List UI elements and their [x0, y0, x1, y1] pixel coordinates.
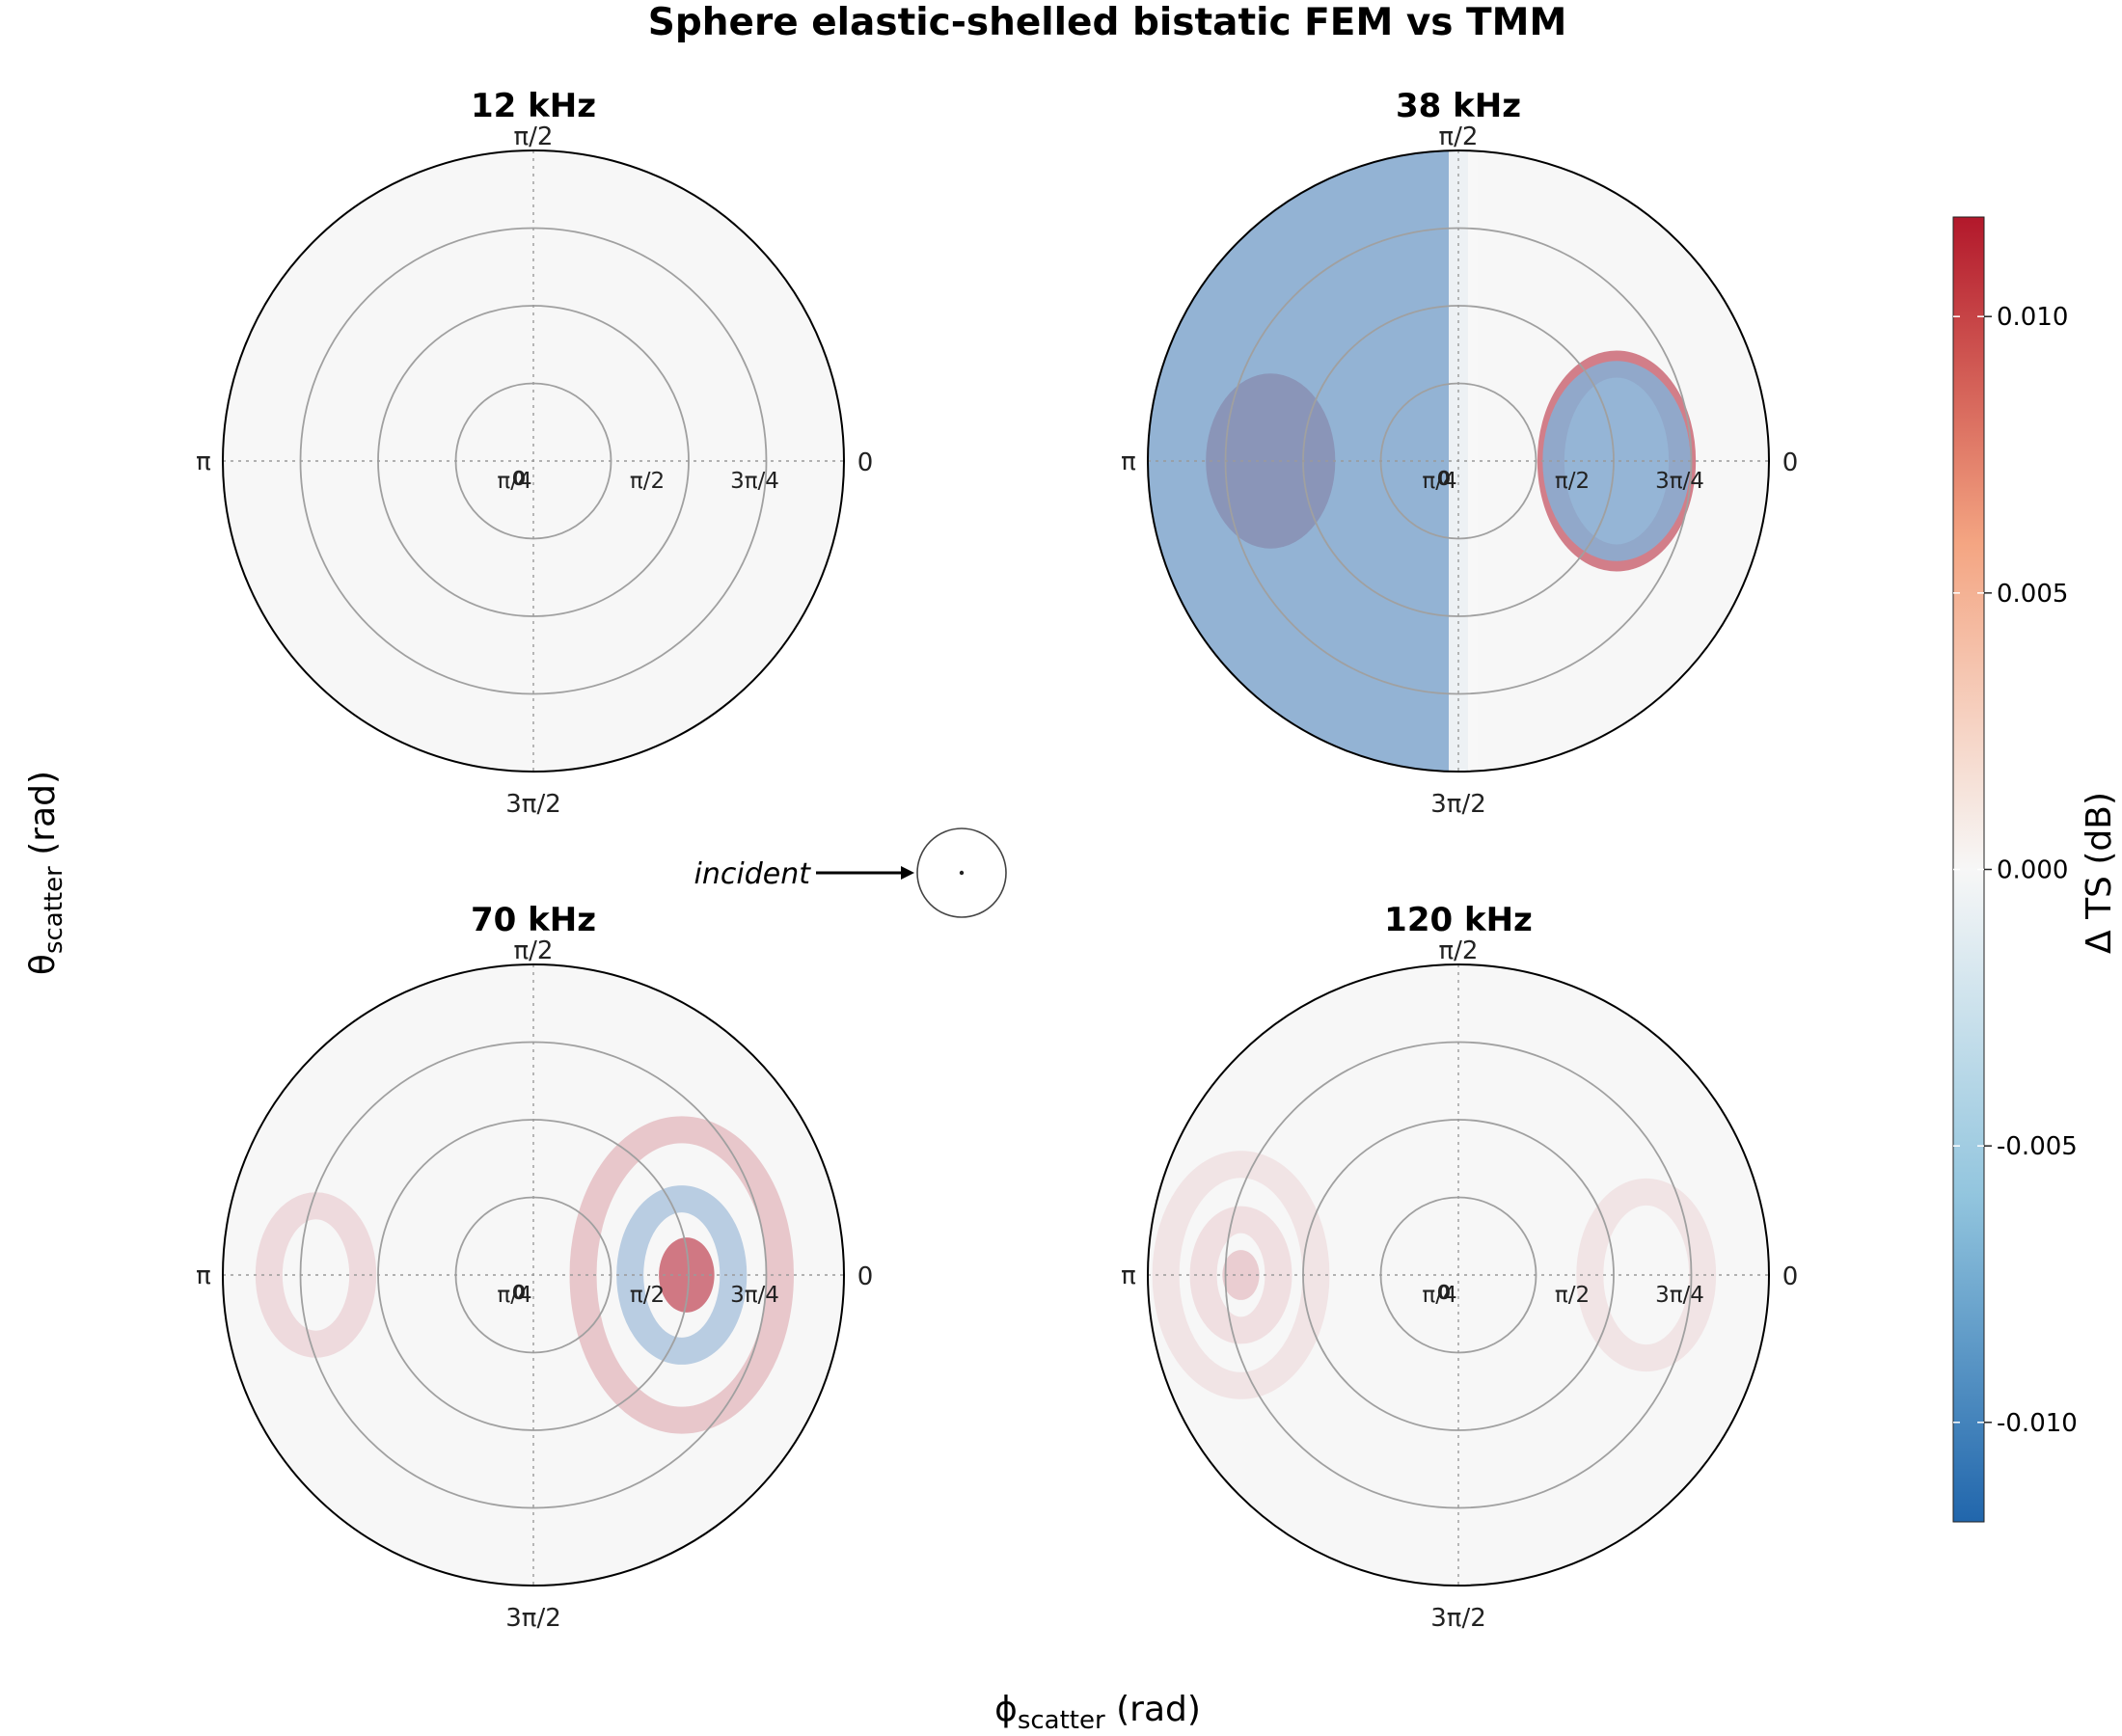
y-axis-subscript: scatter [40, 866, 68, 954]
angle-label-right: 0 [857, 1262, 874, 1291]
panel-border [222, 963, 845, 1587]
heatmap-blob [1542, 361, 1691, 561]
angle-label-right: 0 [1782, 1262, 1799, 1291]
panel-title: 12 kHz [471, 87, 596, 125]
radial-label: π/4 [497, 469, 531, 494]
radial-label-zero: 0 [1437, 467, 1451, 490]
x-axis-unit: (rad) [1105, 1690, 1201, 1729]
incident-dot [959, 870, 965, 876]
colorbar: 0.010 0.005 0.000 -0.005 -0.010 Δ TS (dB) [1952, 216, 2119, 1523]
radial-label: π/2 [630, 1283, 665, 1308]
panel-border [1147, 963, 1770, 1587]
radial-label-zero: 0 [1437, 1281, 1451, 1304]
x-axis-title: ϕscatter (rad) [994, 1690, 1201, 1735]
angle-label-top: π/2 [514, 122, 554, 151]
incident-arrow-head [901, 866, 914, 880]
radial-label: π/2 [630, 469, 665, 494]
radial-label: 3π/4 [1655, 469, 1704, 494]
colorbar-tick-label: -0.010 [1997, 1409, 2078, 1438]
colorbar-tick-label: -0.005 [1997, 1132, 2078, 1161]
colorbar-tick-label: 0.010 [1997, 303, 2068, 332]
y-axis-symbol: θ [23, 954, 63, 975]
angle-label-bottom: 3π/2 [505, 790, 561, 819]
panel-title: 70 kHz [471, 901, 596, 939]
angle-label-top: π/2 [1439, 122, 1479, 151]
radial-label: π/4 [1422, 1283, 1456, 1308]
radial-label: 3π/4 [1655, 1283, 1704, 1308]
colorbar-tick-label: 0.000 [1997, 856, 2068, 885]
angle-label-bottom: 3π/2 [505, 1604, 561, 1633]
angle-label-left: π [196, 448, 211, 476]
angle-label-bottom: 3π/2 [1430, 1604, 1486, 1633]
y-axis-unit: (rad) [23, 771, 63, 866]
chart-title: Sphere elastic-shelled bistatic FEM vs T… [648, 1, 1567, 44]
angle-label-right: 0 [1782, 448, 1799, 477]
colorbar-title: Δ TS (dB) [2080, 792, 2119, 954]
heatmap-band [1148, 150, 1468, 772]
angle-label-left: π [1121, 1261, 1136, 1290]
panel-title: 38 kHz [1396, 87, 1521, 125]
incident-circle [916, 827, 1007, 918]
radial-label: 3π/4 [730, 1283, 779, 1308]
colorbar-tick-label: 0.005 [1997, 580, 2068, 609]
angle-label-top: π/2 [514, 936, 554, 965]
radial-label: π/4 [1422, 469, 1456, 494]
panel-title: 120 kHz [1384, 901, 1533, 939]
angle-label-left: π [196, 1261, 211, 1290]
radial-label: π/2 [1555, 469, 1590, 494]
incident-label: incident [694, 857, 812, 891]
radial-label: π/2 [1555, 1283, 1590, 1308]
radial-label: π/4 [497, 1283, 531, 1308]
radial-label: 3π/4 [730, 469, 779, 494]
panel-border [1147, 149, 1770, 773]
radial-label-zero: 0 [512, 1281, 526, 1304]
y-axis-title: θscatter (rad) [23, 771, 68, 975]
angle-label-bottom: 3π/2 [1430, 790, 1486, 819]
panel-border [222, 149, 845, 773]
colorbar-ticks: 0.010 0.005 0.000 -0.005 -0.010 [1953, 303, 2078, 1438]
angle-label-right: 0 [857, 448, 874, 477]
angle-label-top: π/2 [1439, 936, 1479, 965]
angle-label-left: π [1121, 448, 1136, 476]
radial-label-zero: 0 [512, 467, 526, 490]
x-axis-symbol: ϕ [994, 1690, 1018, 1729]
incident-indicator: incident [694, 827, 1007, 918]
x-axis-subscript: scatter [1018, 1706, 1105, 1735]
